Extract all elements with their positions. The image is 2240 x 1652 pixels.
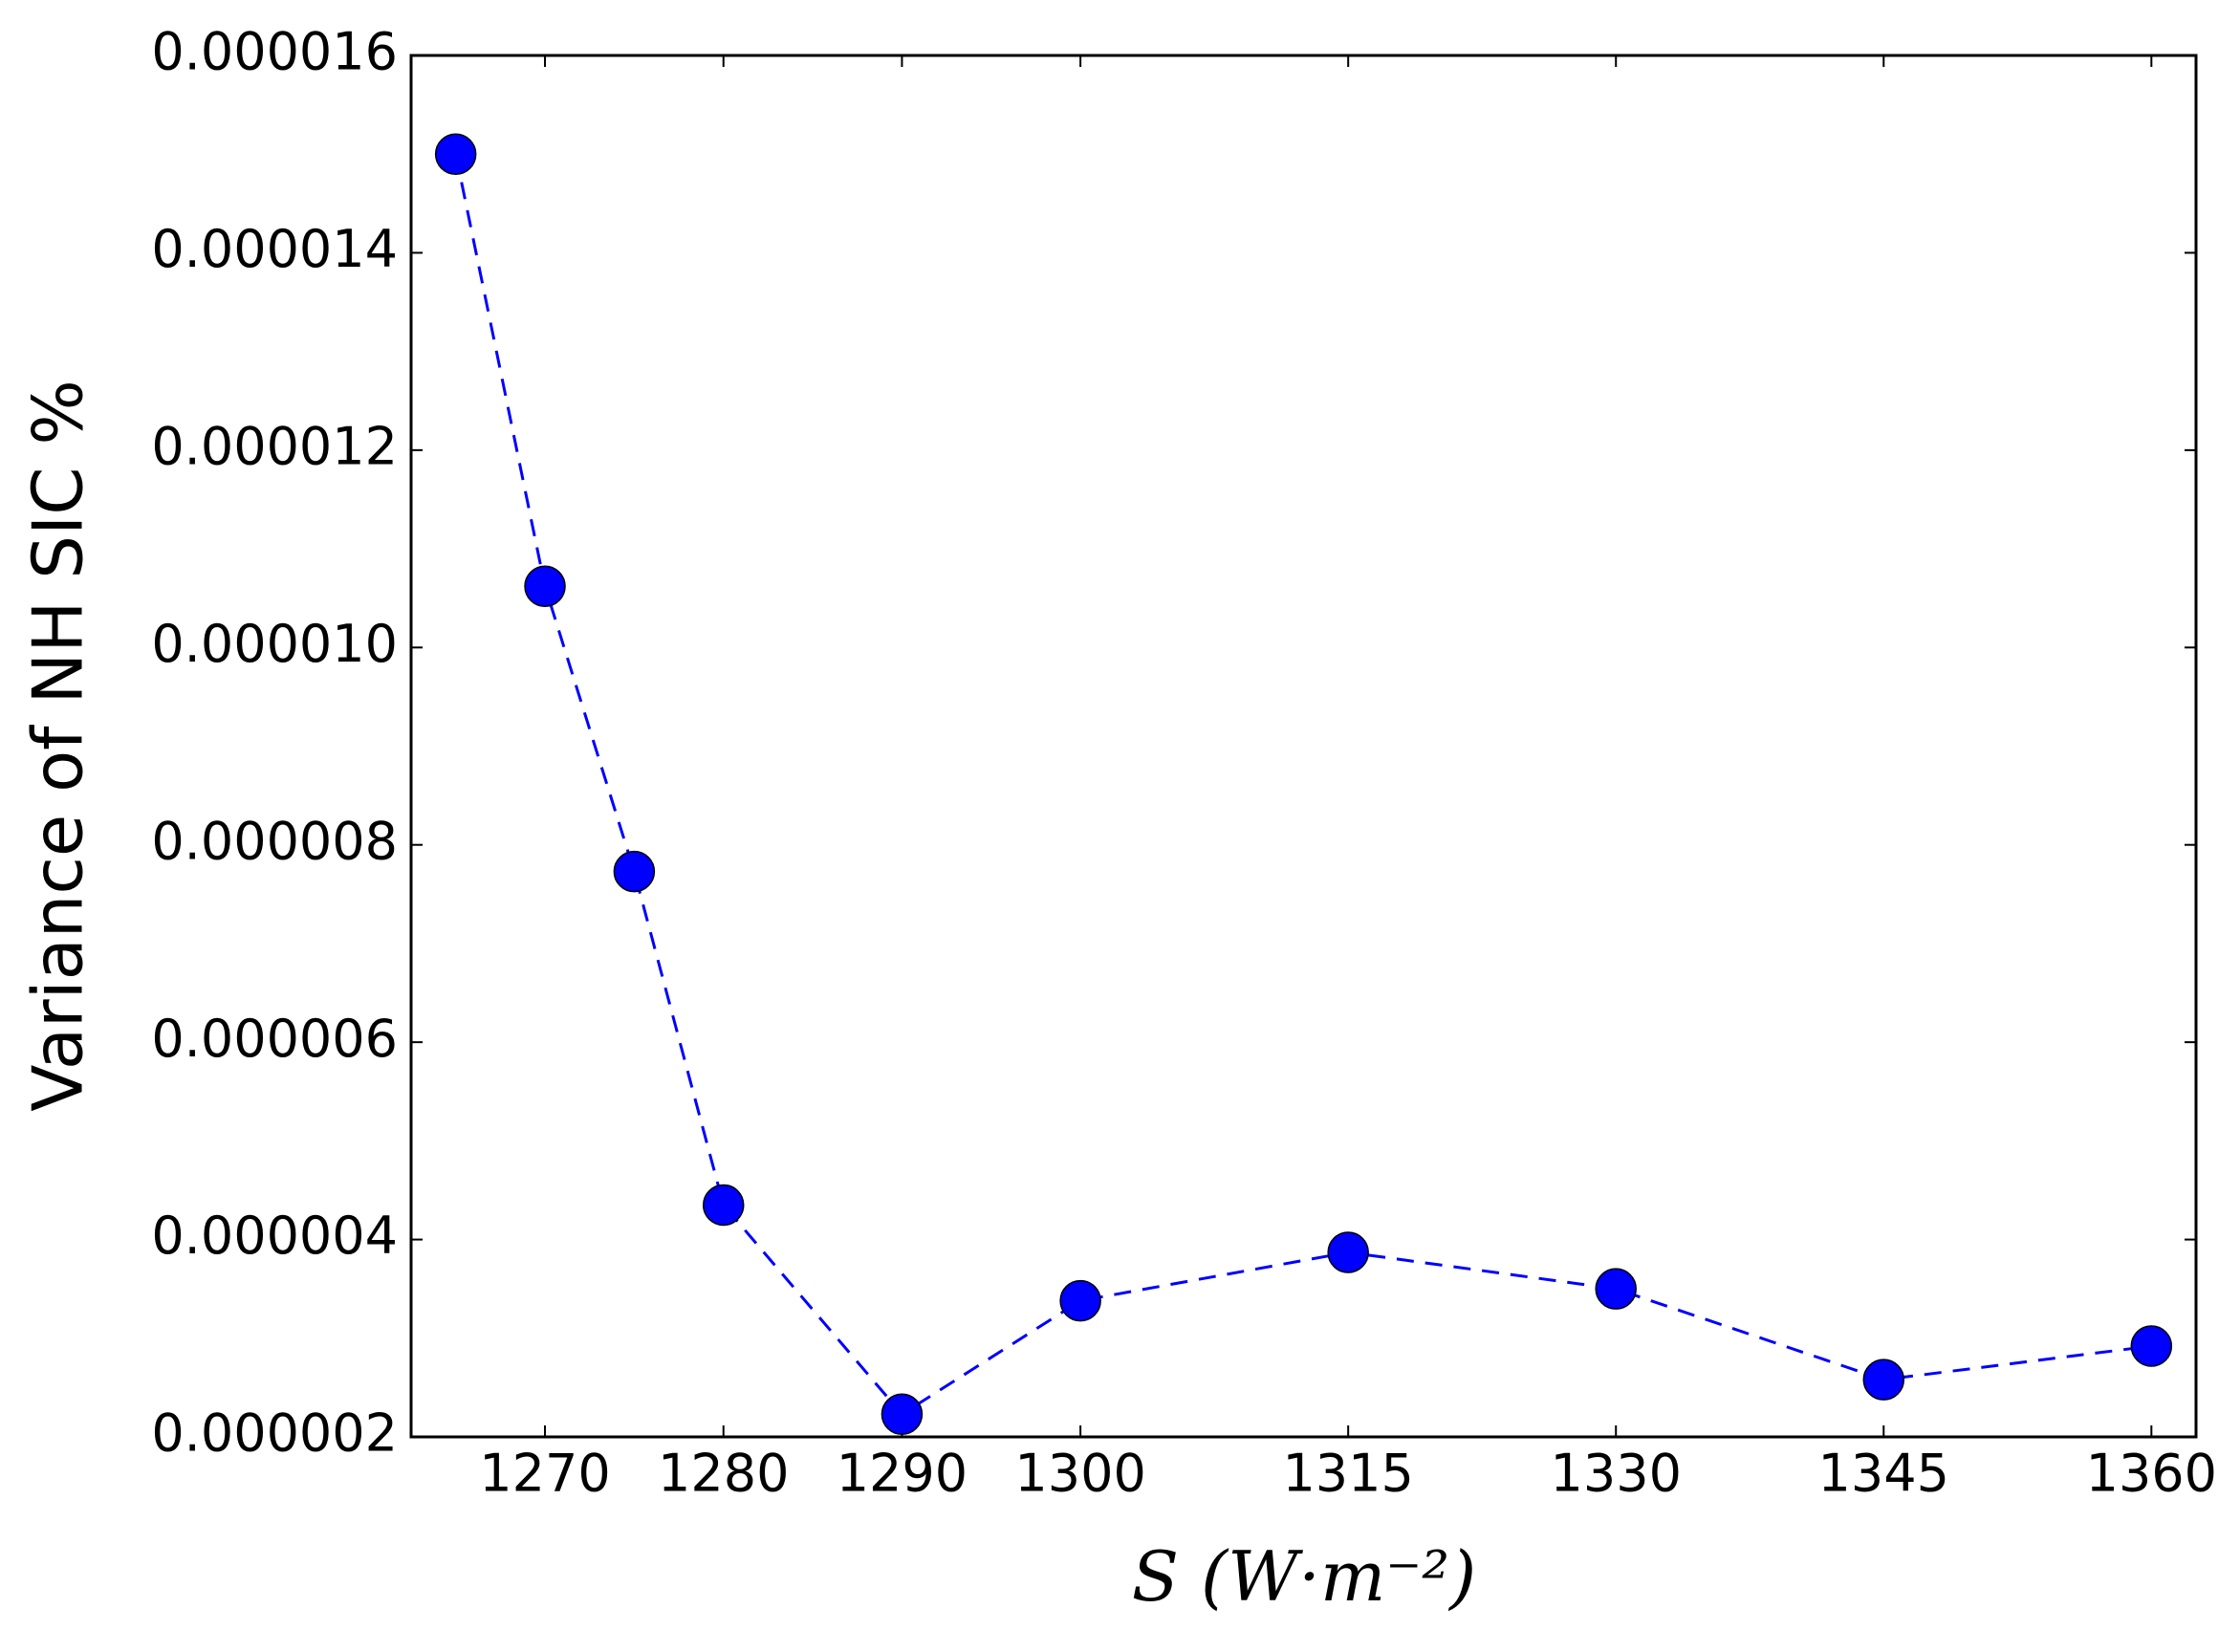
data-point [613, 850, 656, 893]
y-tick-label: 0.000008 [151, 811, 398, 871]
plot-frame [409, 54, 2198, 1439]
data-point [1327, 1231, 1369, 1273]
y-axis-label: Variance of NH SIC % [18, 380, 98, 1112]
y-tick-label: 0.000014 [151, 219, 398, 279]
y-tick-label: 0.000004 [151, 1206, 398, 1266]
x-tick-label: 1315 [1282, 1444, 1413, 1504]
data-point [1059, 1279, 1101, 1322]
data-point [1595, 1268, 1637, 1310]
data-point [881, 1393, 924, 1436]
y-tick-label: 0.000002 [151, 1403, 398, 1464]
y-tick-label: 0.000006 [151, 1009, 398, 1069]
y-tick-label: 0.000016 [151, 22, 398, 82]
x-tick-label: 1290 [837, 1444, 968, 1504]
y-tick-label: 0.000012 [151, 416, 398, 476]
x-axis-label: S (W·m⁻²) [1132, 1536, 1476, 1617]
x-tick-label: 1330 [1551, 1444, 1682, 1504]
data-point [1862, 1359, 1905, 1401]
data-point [524, 565, 566, 608]
data-point [702, 1184, 745, 1227]
x-tick-label: 1300 [1014, 1444, 1145, 1504]
data-point [2130, 1325, 2173, 1367]
x-tick-label: 1280 [658, 1444, 789, 1504]
y-tick-label: 0.000010 [151, 614, 398, 674]
data-point [434, 133, 477, 175]
data-line [454, 153, 2152, 1417]
x-tick-label: 1270 [479, 1444, 610, 1504]
x-tick-label: 1345 [1818, 1444, 1949, 1504]
x-tick-label: 1360 [2086, 1444, 2217, 1504]
